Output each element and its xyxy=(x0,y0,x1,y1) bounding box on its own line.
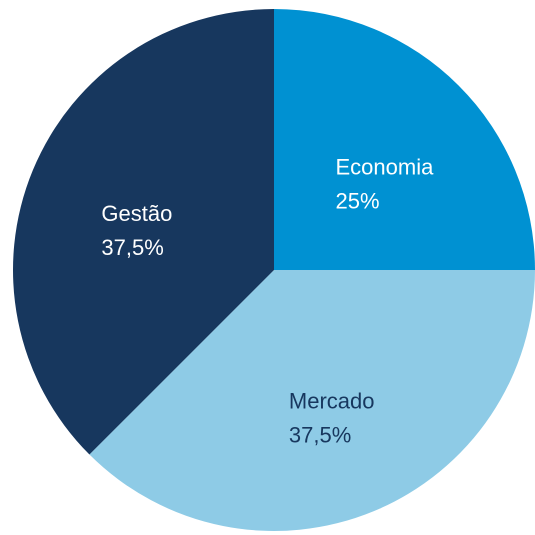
pie-slice xyxy=(274,9,535,270)
pie-slice xyxy=(12,9,274,455)
slice-value-label: 25% xyxy=(336,188,380,213)
pie-slice xyxy=(89,270,535,531)
slice-label: Gestão xyxy=(101,201,172,226)
slice-value-label: 37,5% xyxy=(101,235,163,260)
slice-label: Economia xyxy=(336,154,435,179)
slice-value-label: 37,5% xyxy=(289,422,351,447)
slice-label: Mercado xyxy=(289,388,375,413)
